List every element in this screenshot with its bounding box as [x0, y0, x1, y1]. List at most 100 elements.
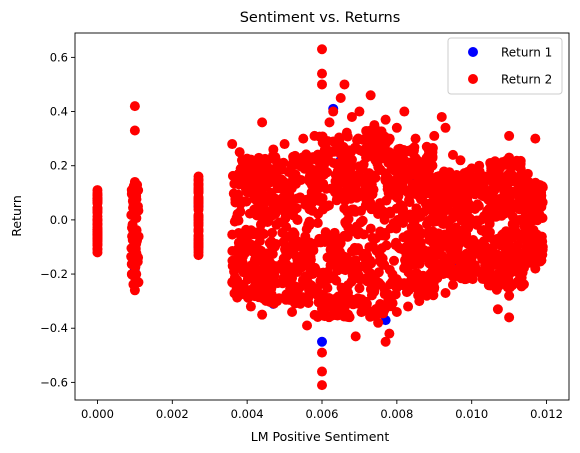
return-2-point	[497, 230, 508, 241]
return-2-point	[405, 209, 416, 220]
return-2-point	[379, 214, 390, 225]
x-tick-label: 0.002	[156, 407, 189, 421]
return-2-point	[328, 146, 339, 157]
return-2-point	[272, 296, 283, 307]
return-2-point	[522, 168, 533, 179]
return-2-point	[399, 155, 410, 166]
return-2-point	[346, 111, 357, 122]
return-2-point	[324, 293, 335, 304]
return-2-point	[92, 247, 103, 258]
return-2-point	[292, 266, 303, 277]
return-2-point	[434, 262, 445, 273]
return-2-point	[281, 251, 292, 262]
return-2-point	[455, 269, 466, 280]
return-2-point	[294, 193, 305, 204]
return-2-point	[492, 166, 503, 177]
return-2-point	[357, 306, 368, 317]
return-2-point	[277, 164, 288, 175]
return-2-point	[407, 179, 418, 190]
return-2-point	[448, 209, 459, 220]
return-2-point	[407, 221, 418, 232]
return-2-point	[300, 244, 311, 255]
return-2-point	[285, 193, 296, 204]
return-2-point	[339, 79, 350, 90]
return-2-point	[447, 279, 458, 290]
return-2-point	[317, 44, 327, 55]
return-2-point	[261, 248, 272, 259]
return-2-point	[414, 296, 425, 307]
return-2-point	[344, 184, 355, 195]
return-2-point	[317, 204, 328, 215]
return-2-point	[420, 168, 431, 179]
y-tick-label: −0.4	[40, 321, 68, 335]
return-2-point	[389, 153, 400, 164]
return-2-point	[317, 347, 327, 358]
return-2-point	[451, 182, 462, 193]
return-2-point	[278, 236, 289, 247]
return-2-point	[315, 275, 326, 286]
return-2-point	[384, 328, 395, 339]
return-2-point	[499, 187, 510, 198]
return-2-point	[129, 125, 140, 136]
return-2-point	[361, 250, 372, 261]
return-2-point	[360, 200, 371, 211]
return-2-point	[461, 229, 472, 240]
x-tick-label: 0.006	[306, 407, 339, 421]
return-2-point	[493, 176, 504, 187]
return-2-point	[319, 311, 330, 322]
return-2-point	[412, 155, 423, 166]
return-2-point	[281, 294, 292, 305]
return-2-point	[401, 241, 412, 252]
return-2-point	[354, 283, 365, 294]
return-2-point	[343, 280, 354, 291]
return-2-point	[241, 288, 252, 299]
return-2-point	[339, 230, 350, 241]
return-2-point	[373, 162, 384, 173]
return-2-point	[340, 157, 351, 168]
legend-marker-return-1	[468, 47, 478, 57]
return-2-point	[355, 274, 366, 285]
return-2-point	[474, 160, 485, 171]
return-2-point	[504, 290, 515, 301]
y-axis-label: Return	[9, 195, 24, 236]
return-2-point	[399, 106, 410, 117]
return-2-point	[130, 188, 141, 199]
return-2-point	[289, 178, 300, 189]
return-2-point	[260, 153, 271, 164]
return-2-point	[129, 101, 140, 112]
return-2-point	[503, 169, 514, 180]
return-2-point	[389, 255, 400, 266]
return-2-point	[266, 264, 277, 275]
y-tick-label: −0.2	[40, 267, 68, 281]
return-2-point	[193, 195, 204, 206]
return-2-point	[400, 146, 411, 157]
return-2-point	[347, 226, 358, 237]
return-2-point	[429, 282, 440, 293]
return-2-point	[365, 223, 376, 234]
y-tick-label: 0.4	[50, 105, 68, 119]
return-2-point	[279, 207, 290, 218]
return-2-point	[482, 250, 493, 261]
return-2-point	[266, 240, 277, 251]
x-tick-label: 0.000	[81, 407, 114, 421]
return-2-point	[532, 191, 543, 202]
return-2-point	[193, 220, 204, 231]
return-1-point	[317, 336, 327, 347]
return-2-point	[463, 198, 474, 209]
return-2-point	[504, 312, 515, 323]
return-2-point	[354, 106, 365, 117]
return-2-point	[323, 155, 334, 166]
return-2-point	[530, 263, 541, 274]
return-2-point	[376, 253, 387, 264]
legend-label-return-2: Return 2	[501, 73, 552, 87]
return-2-point	[335, 93, 346, 104]
return-2-point	[329, 305, 340, 316]
return-2-point	[227, 277, 238, 288]
return-2-point	[440, 288, 451, 299]
return-2-point	[317, 79, 327, 90]
return-2-point	[237, 238, 248, 249]
return-2-point	[193, 184, 204, 195]
return-2-point	[504, 130, 515, 141]
legend: Return 1 Return 2	[447, 37, 563, 95]
return-2-point	[370, 172, 381, 183]
